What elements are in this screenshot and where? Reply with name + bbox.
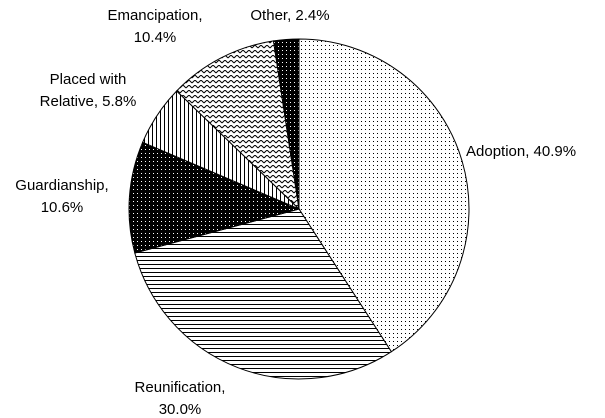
pie-slice [175,40,300,211]
slice-label: Relative, 5.8% [40,93,137,110]
pie-slice [272,38,300,210]
pie-slice [298,38,470,353]
slice-label: Reunification, [135,379,226,396]
slice-label: 30.0% [159,401,202,418]
pie-slice [128,141,301,254]
slice-label: 10.6% [41,199,84,216]
slice-label: Other, 2.4% [250,7,329,24]
slice-label: Guardianship, [15,177,108,194]
pie-slice [134,208,393,380]
slice-label: Placed with [50,71,127,88]
slice-label: 10.4% [134,29,177,46]
slice-label: Adoption, 40.9% [466,143,576,160]
slice-label: Emancipation, [107,7,202,24]
